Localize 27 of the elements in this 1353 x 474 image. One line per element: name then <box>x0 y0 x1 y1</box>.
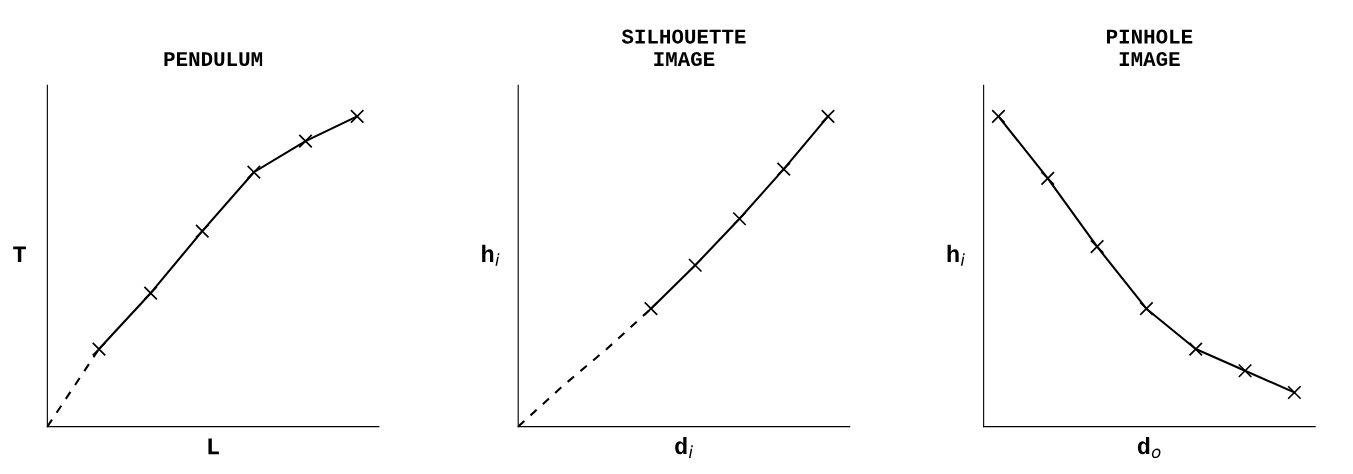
chart-title: SILHOUETTE IMAGE <box>621 29 746 67</box>
y-axis-title: h$_{i}$ <box>947 244 965 266</box>
point <box>732 211 747 226</box>
point <box>820 109 836 124</box>
point <box>776 162 791 177</box>
point <box>991 109 1006 124</box>
point <box>298 134 313 149</box>
point <box>1287 385 1302 400</box>
point <box>350 109 365 124</box>
point <box>1139 301 1154 316</box>
point <box>143 286 158 301</box>
x-axis-title: d$_{i}$ <box>675 436 693 458</box>
point <box>246 165 261 180</box>
point <box>1188 341 1203 357</box>
point <box>195 224 210 239</box>
x-axis-title: d$_{o}$ <box>1137 436 1161 459</box>
point <box>1237 363 1253 378</box>
point <box>1090 239 1105 254</box>
y-axis-title: h$_{i}$ <box>482 244 500 266</box>
point <box>643 301 659 316</box>
x-axis-title: L <box>208 438 219 455</box>
y-axis-title: T <box>13 246 26 263</box>
point <box>688 258 703 273</box>
point <box>1040 171 1055 186</box>
chart-title: PINHOLE IMAGE <box>1107 29 1193 67</box>
point <box>91 341 107 357</box>
chart-title: PENDULUM <box>164 52 263 67</box>
